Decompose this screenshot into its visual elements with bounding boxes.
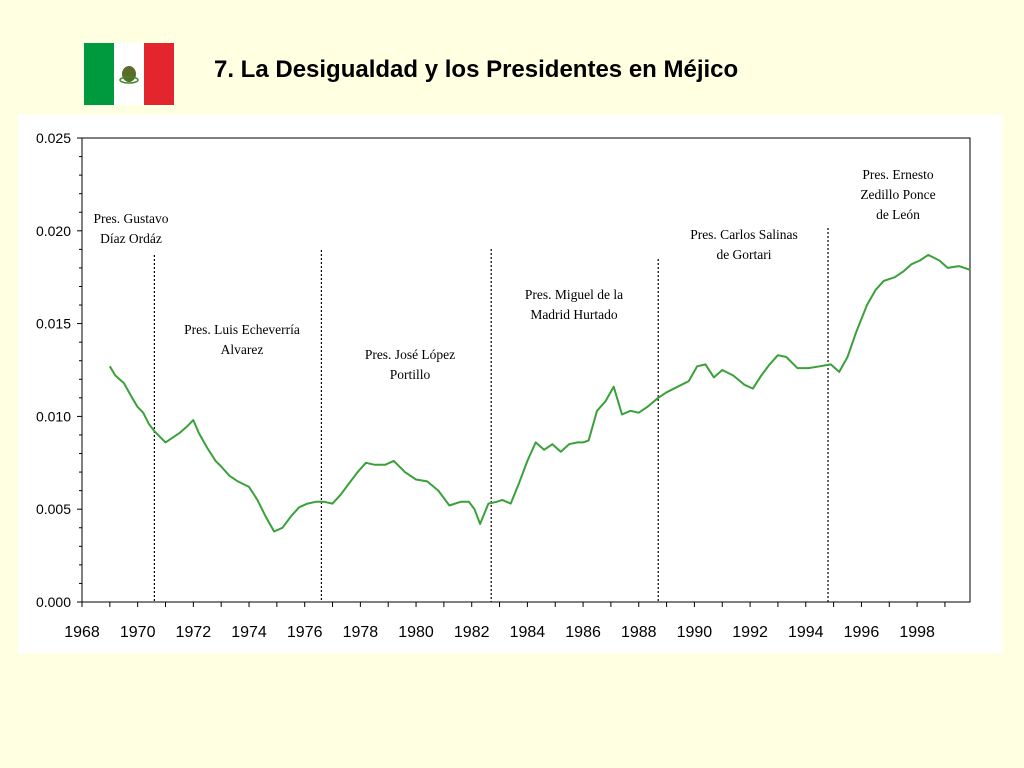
annotation-line: Alvarez — [221, 342, 264, 357]
annotation-line: Pres. Gustavo — [94, 211, 169, 226]
series-layer — [108, 253, 971, 533]
x-tick-label: 1998 — [899, 624, 935, 641]
flag-wreath-icon — [119, 76, 139, 84]
series-line — [108, 253, 971, 533]
page-title: 7. La Desigualdad y los Presidentes en M… — [214, 56, 739, 83]
y-tick-label: 0.020 — [36, 223, 71, 239]
annotation-line: de Gortari — [716, 247, 771, 262]
annotation-line: Zedillo Ponce — [860, 187, 935, 202]
x-tick-label: 1988 — [621, 624, 657, 641]
annotation-line: Pres. Luis Echeverría — [184, 322, 300, 337]
president-annotation: Pres. José López Portillo — [365, 347, 455, 382]
annotation-line: de León — [876, 207, 920, 222]
annotation-line: Pres. José López — [365, 347, 455, 362]
x-tick-label: 1970 — [120, 624, 156, 641]
annotation-line: Pres. Ernesto — [862, 167, 933, 182]
annotation-line: Portillo — [390, 367, 431, 382]
x-tick-label: 1976 — [287, 624, 323, 641]
y-tick-label: 0.015 — [36, 316, 71, 332]
x-tick-label: 1994 — [788, 624, 824, 641]
president-annotation: Pres. Miguel de la Madrid Hurtado — [525, 287, 623, 322]
x-tick-label: 1982 — [454, 624, 490, 641]
x-tick-label: 1980 — [398, 624, 434, 641]
x-tick-label: 1990 — [677, 624, 713, 641]
chart-panel: 0.000 0.005 0.010 0.015 0.020 0.025 1968 1970 19… — [18, 115, 1002, 653]
plot-background — [18, 115, 1002, 653]
axes: 0.000 0.005 0.010 0.015 0.020 0.025 1968 1970 19… — [36, 130, 971, 641]
flag-red-stripe — [144, 43, 174, 105]
annotation-line: Díaz Ordáz — [100, 231, 162, 246]
x-tick-label: 1968 — [64, 624, 100, 641]
y-tick-label: 0.000 — [36, 594, 71, 610]
president-annotations: Pres. Gustavo Díaz Ordáz Pres. Luis Echeve… — [94, 167, 936, 382]
y-tick-label: 0.010 — [36, 408, 71, 424]
y-tick-label: 0.025 — [36, 130, 71, 146]
president-periods — [153, 228, 829, 602]
x-tick-label: 1984 — [510, 624, 546, 641]
x-tick-label: 1972 — [176, 624, 212, 641]
inequality-line-chart: 0.000 0.005 0.010 0.015 0.020 0.025 1968 1970 19… — [18, 115, 1002, 653]
flag-emblem-icon — [122, 66, 136, 82]
flag-green-stripe — [84, 43, 114, 105]
y-tick-label: 0.005 — [36, 501, 71, 517]
x-tick-label: 1992 — [732, 624, 768, 641]
mexico-flag-icon — [84, 43, 174, 105]
x-tick-label: 1996 — [844, 624, 880, 641]
president-annotation: Pres. Ernesto Zedillo Ponce de León — [860, 167, 935, 222]
x-tick-label: 1978 — [343, 624, 379, 641]
president-annotation: Pres. Luis Echeverría Alvarez — [184, 322, 300, 357]
plot-frame — [81, 137, 971, 603]
president-annotation: Pres. Gustavo Díaz Ordáz — [94, 211, 169, 246]
annotation-line: Pres. Carlos Salinas — [690, 227, 798, 242]
x-tick-label: 1974 — [231, 624, 267, 641]
annotation-line: Madrid Hurtado — [530, 307, 618, 322]
x-tick-label: 1986 — [565, 624, 601, 641]
president-annotation: Pres. Carlos Salinas de Gortari — [690, 227, 798, 262]
annotation-line: Pres. Miguel de la — [525, 287, 623, 302]
